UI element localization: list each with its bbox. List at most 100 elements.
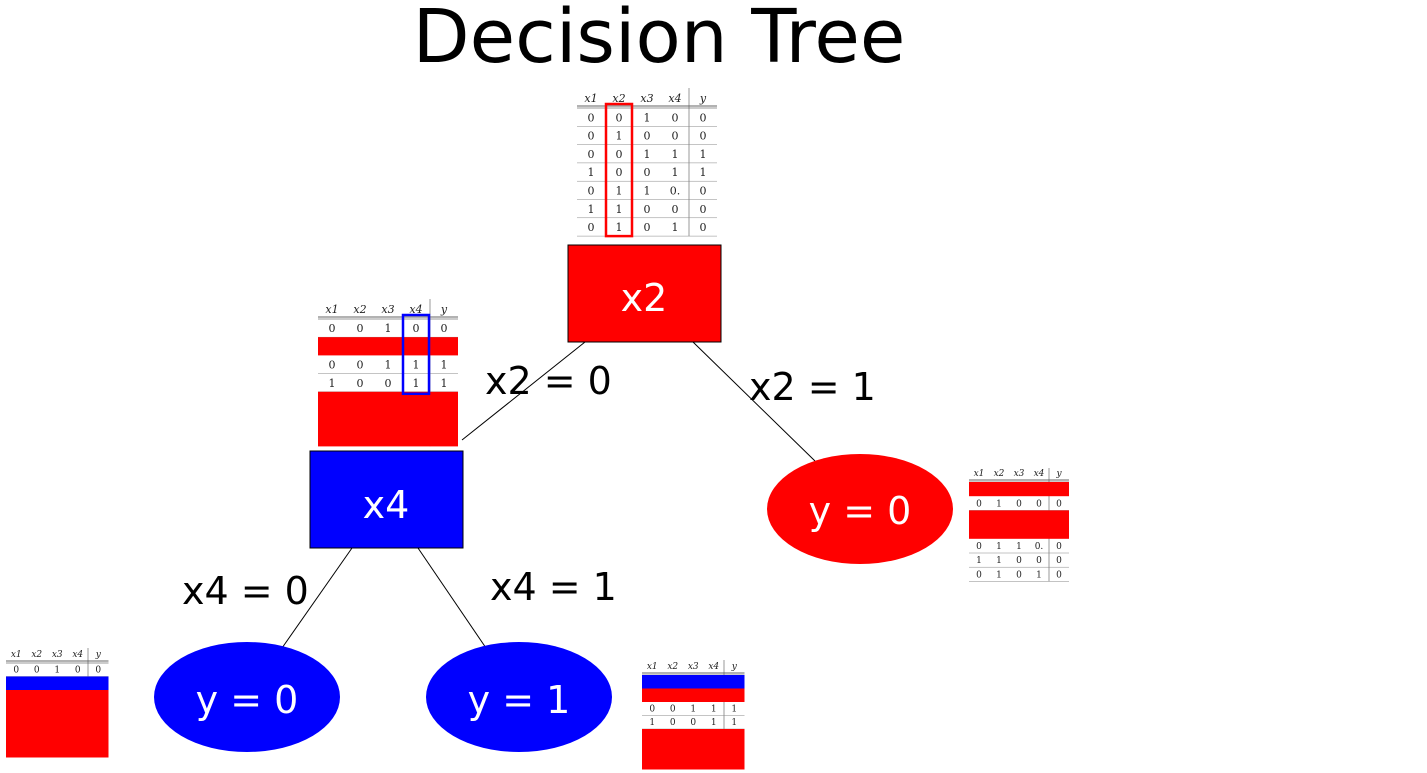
table-cell: 0 bbox=[1036, 499, 1042, 509]
edge-label-x2-0: x2 = 0 bbox=[485, 359, 612, 403]
table-cell: 0 bbox=[13, 666, 19, 676]
table-cell: 1 bbox=[413, 359, 420, 372]
table-cell: 0 bbox=[1056, 556, 1062, 566]
table-cell: 1 bbox=[700, 148, 707, 161]
table-cell: 1 bbox=[976, 556, 982, 566]
leaf-mid-label: y = 1 bbox=[468, 678, 571, 722]
table-header-cell: x1 bbox=[974, 469, 985, 479]
table-cell: 1 bbox=[644, 185, 651, 198]
edge-label-x4-1: x4 = 1 bbox=[490, 565, 617, 609]
table-header-cell: x1 bbox=[325, 303, 338, 316]
leaf-left-ellipse bbox=[154, 642, 340, 752]
table-header-cell: y bbox=[699, 92, 707, 105]
table-cell: 0 bbox=[385, 377, 392, 390]
table-header-cell: x2 bbox=[994, 469, 1005, 479]
table-cell: 0 bbox=[1016, 570, 1022, 580]
table-header-cell: x4 bbox=[708, 662, 719, 672]
leaf-mid-ellipse bbox=[426, 642, 612, 752]
table-cell: 1 bbox=[996, 556, 1002, 566]
table-cell: 0 bbox=[588, 130, 595, 143]
table-cell: 0 bbox=[75, 666, 81, 676]
table-cell: 1 bbox=[731, 705, 737, 715]
highlighted-column-box bbox=[604, 102, 634, 238]
table-header-cell: x2 bbox=[612, 92, 625, 105]
table-header-cell: x1 bbox=[11, 650, 22, 660]
leaf-left-label: y = 0 bbox=[196, 678, 299, 722]
data-table-x4: x1 x2 x3 x4 y 0 0 1 0 0 0 0 1 1 1 1 0 0 1 1 bbox=[318, 299, 458, 447]
table-header-cell: x4 bbox=[72, 650, 83, 660]
edge-x4-to-leaf-mid bbox=[417, 547, 487, 649]
table-cell: 0 bbox=[700, 111, 707, 124]
table-cell: 0 bbox=[700, 185, 707, 198]
table-cell: 1 bbox=[588, 203, 595, 216]
table-cell: 0 bbox=[616, 166, 623, 179]
leaf-right-ellipse bbox=[767, 454, 953, 564]
table-cell: 0 bbox=[644, 130, 651, 143]
data-table-leaf-mid: x1 x2 x3 x4 y 0 0 1 1 1 1 0 0 1 1 bbox=[642, 660, 745, 770]
table-cell: 1 bbox=[711, 718, 717, 728]
table-mask-removed-rows bbox=[318, 337, 458, 356]
table-cell: 0 bbox=[644, 221, 651, 234]
table-header-cell: x1 bbox=[584, 92, 597, 105]
table-header-cell: y bbox=[1055, 469, 1062, 479]
table-cell: 0 bbox=[644, 203, 651, 216]
table-cell: 1 bbox=[996, 499, 1002, 509]
table-cell: 0 bbox=[700, 130, 707, 143]
table-mask-removed-rows bbox=[318, 391, 458, 447]
table-cell: 1 bbox=[690, 705, 696, 715]
edge-root-to-x4 bbox=[461, 341, 586, 441]
table-cell: 0 bbox=[976, 499, 982, 509]
table-cell: 1 bbox=[996, 570, 1002, 580]
node-x4-box bbox=[309, 450, 464, 549]
table-header-cell: x4 bbox=[1034, 469, 1045, 479]
table-cell: 1 bbox=[329, 377, 336, 390]
table-cell: 0 bbox=[670, 718, 676, 728]
table-cell: 0 bbox=[1016, 499, 1022, 509]
table-header-cell: x3 bbox=[52, 650, 63, 660]
node-root-label: x2 bbox=[621, 276, 668, 320]
data-table-leaf-left: x1 x2 x3 x4 y 0 0 1 0 0 bbox=[6, 648, 109, 758]
edge-label-x4-0: x4 = 0 bbox=[182, 569, 309, 613]
table-cell: 1 bbox=[644, 111, 651, 124]
table-mask-removed-rows bbox=[642, 675, 745, 689]
table-cell: 1 bbox=[1036, 570, 1042, 580]
table-cell: 1 bbox=[385, 322, 392, 335]
table-cell: 0 bbox=[357, 359, 364, 372]
table-cell: 0 bbox=[700, 221, 707, 234]
table-cell: 0. bbox=[670, 185, 681, 198]
table-cell: 0 bbox=[616, 111, 623, 124]
table-cell: 0 bbox=[357, 322, 364, 335]
data-table-root: x1 x2 x3 x4 y 0 0 1 0 0 0 1 0 0 0 0 0 1 1 1 1 0 0 1 1 0 1 1 0. 0 1 1 0 0 0… bbox=[577, 88, 717, 238]
leaf-right-label: y = 0 bbox=[809, 489, 912, 533]
table-cell: 1 bbox=[441, 377, 448, 390]
table-cell: 1 bbox=[616, 130, 623, 143]
table-cell: 1 bbox=[385, 359, 392, 372]
table-cell: 0 bbox=[672, 130, 679, 143]
table-header-cell: x3 bbox=[640, 92, 653, 105]
table-header-cell: y bbox=[731, 662, 738, 672]
table-cell: 1 bbox=[644, 148, 651, 161]
table-cell: 0 bbox=[670, 705, 676, 715]
table-cell: 0 bbox=[588, 111, 595, 124]
table-cell: 0 bbox=[1056, 542, 1062, 552]
table-cell: 0 bbox=[616, 148, 623, 161]
table-header-cell: x3 bbox=[688, 662, 699, 672]
table-cell: 0 bbox=[976, 570, 982, 580]
table-header-cell: x1 bbox=[647, 662, 658, 672]
table-cell: 0 bbox=[700, 203, 707, 216]
table-cell: 1 bbox=[711, 705, 717, 715]
table-header-cell: x3 bbox=[381, 303, 394, 316]
table-cell: 1 bbox=[588, 166, 595, 179]
table-cell: 1 bbox=[616, 221, 623, 234]
edge-root-to-leaf-right bbox=[692, 341, 816, 462]
table-cell: 1 bbox=[672, 221, 679, 234]
table-cell: 1 bbox=[672, 148, 679, 161]
table-cell: 0 bbox=[976, 542, 982, 552]
table-header-cell: x4 bbox=[409, 303, 422, 316]
table-cell: 1 bbox=[649, 718, 655, 728]
table-cell: 1 bbox=[1016, 542, 1022, 552]
table-cell: 0 bbox=[690, 718, 696, 728]
table-cell: 1 bbox=[700, 166, 707, 179]
table-cell: 1 bbox=[996, 542, 1002, 552]
table-cell: 1 bbox=[672, 166, 679, 179]
